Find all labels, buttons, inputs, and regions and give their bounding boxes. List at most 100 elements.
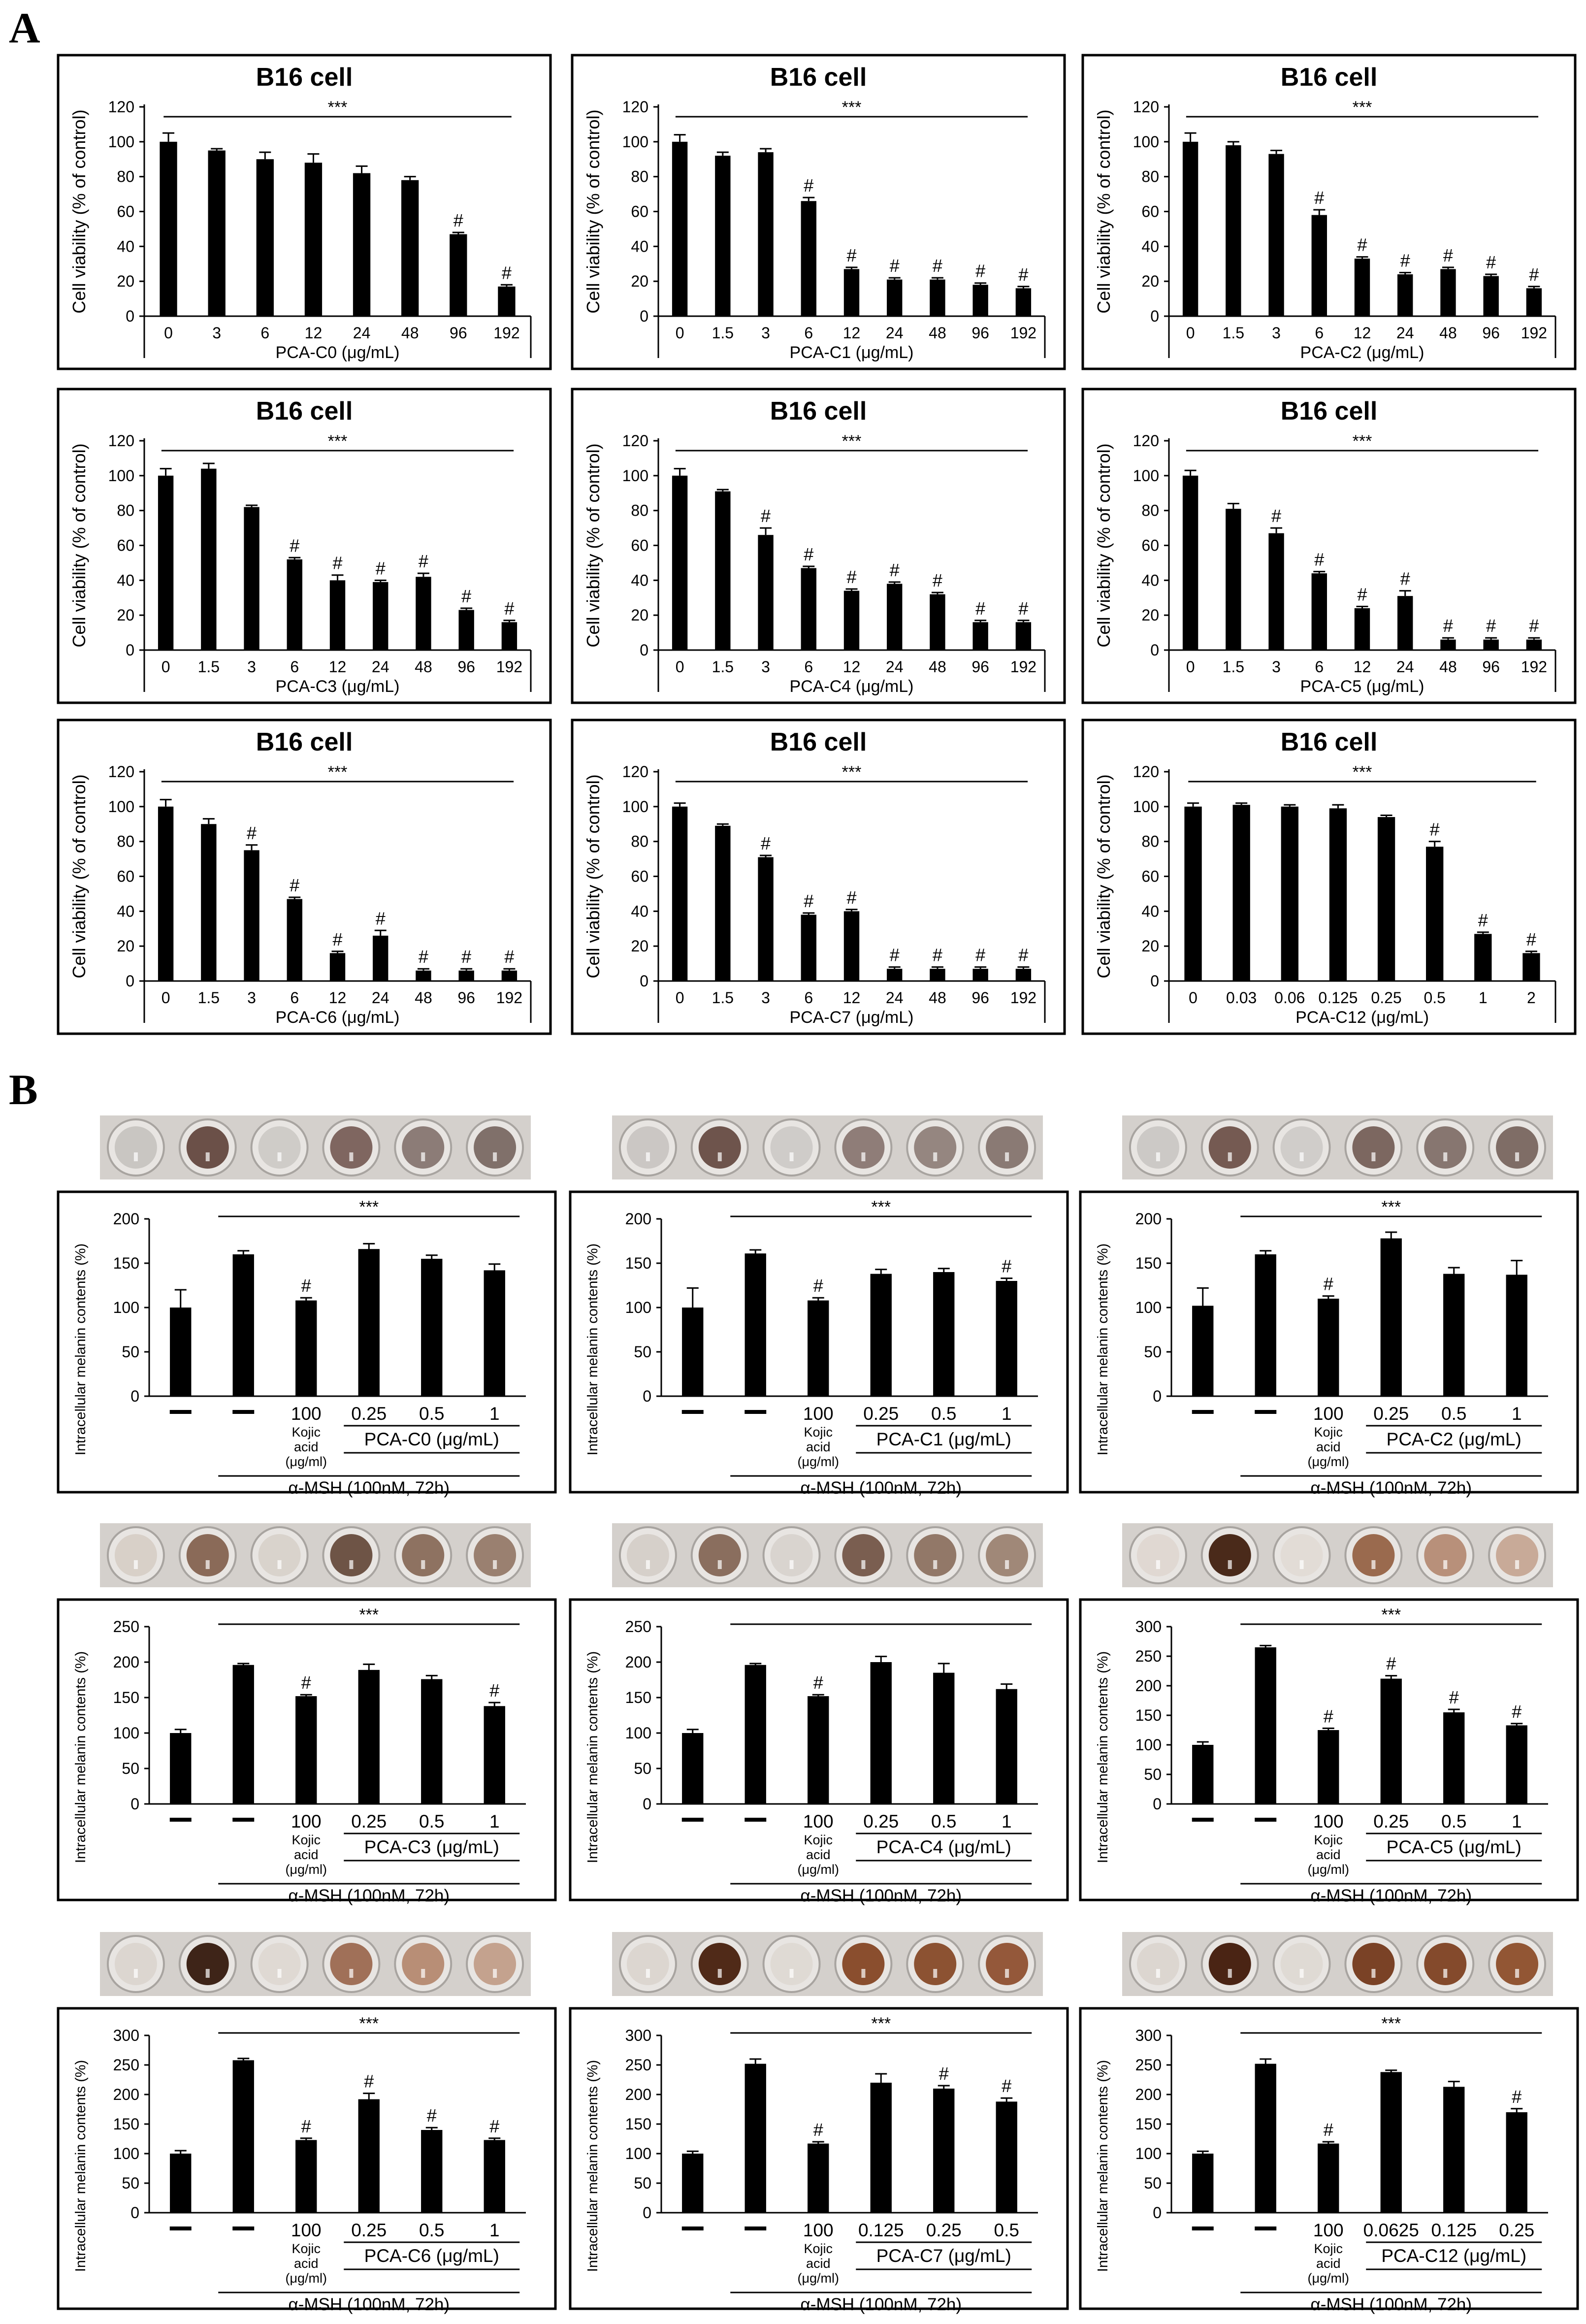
msh-label: α-MSH (100nM, 72h) [800, 1886, 962, 1905]
well-sample [402, 1126, 445, 1169]
x-tick-label: 192 [1521, 658, 1547, 676]
y-tick-label: 40 [117, 902, 134, 920]
bar [1318, 2143, 1339, 2213]
hash-mark: # [1478, 910, 1488, 930]
x-tick-label: 3 [761, 989, 770, 1007]
y-tick-label: 250 [625, 2056, 651, 2074]
bar [801, 568, 816, 650]
x-tick-dash [681, 1818, 704, 1822]
well-sample [330, 1534, 373, 1576]
hash-mark: # [247, 823, 257, 843]
x-tick-label: 0 [1189, 989, 1198, 1007]
x-tick-dash [1255, 1818, 1277, 1822]
bar [715, 491, 731, 650]
x-tick-dash [1192, 1410, 1214, 1414]
hash-mark: # [1002, 2076, 1011, 2096]
x-tick-label: 0.25 [1371, 989, 1401, 1007]
bar [1354, 608, 1370, 650]
y-axis-label: Cell viability (% of control) [69, 443, 89, 647]
x-tick-label: 12 [843, 989, 861, 1007]
y-tick-label: 100 [625, 2145, 651, 2162]
compound-label: PCA-C1 (μg/mL) [876, 1429, 1011, 1449]
hash-mark: # [1400, 250, 1410, 270]
hash-mark: # [813, 1276, 823, 1296]
well-sample [330, 1126, 373, 1169]
kojic-label: (μg/ml) [1307, 1862, 1349, 1877]
well-reflection [1005, 1152, 1009, 1161]
y-tick-label: 60 [1141, 203, 1159, 221]
bar [329, 580, 346, 650]
x-tick-label: 3 [1272, 324, 1281, 342]
hash-mark: # [332, 553, 342, 573]
hash-mark: # [1486, 616, 1496, 636]
well-sample [698, 1534, 741, 1576]
bar [1232, 805, 1250, 981]
hash-mark: # [1526, 929, 1536, 949]
melanin-chart-8: 0 50 100 150 200 250 300 Intracellular melanin … [569, 1932, 1069, 2314]
significance-label: *** [871, 2014, 891, 2033]
bar [1440, 639, 1456, 650]
hash-mark: # [489, 1680, 499, 1701]
y-axis-label: Intracellular melanin contents (%) [585, 2060, 601, 2272]
well-sample [1280, 1943, 1323, 1985]
x-tick-label: 6 [260, 324, 269, 342]
y-tick-label: 40 [631, 902, 648, 920]
x-tick-label: 6 [804, 658, 813, 676]
y-tick-label: 250 [1135, 2056, 1162, 2074]
compound-label: PCA-C4 (μg/mL) [876, 1837, 1011, 1857]
x-tick-label: 0.25 [863, 1404, 899, 1424]
x-tick-dash [681, 2226, 704, 2230]
bar [972, 622, 988, 650]
x-tick-label: 0.03 [1226, 989, 1257, 1007]
hash-mark: # [1529, 264, 1539, 285]
bar [1380, 1678, 1402, 1804]
x-tick-label: 192 [1010, 324, 1036, 342]
x-tick-label: 0.25 [1373, 1811, 1409, 1832]
bar [758, 857, 774, 981]
y-tick-label: 50 [1144, 1766, 1162, 1783]
x-tick-label: 96 [1482, 324, 1500, 342]
x-tick-label: 0 [676, 324, 684, 342]
x-tick-label: 48 [401, 324, 419, 342]
y-tick-label: 80 [631, 168, 648, 186]
chart-frame [571, 54, 1066, 370]
panel-a-label: A [9, 4, 40, 52]
bar [843, 269, 860, 316]
bar [421, 2130, 443, 2213]
bar [1443, 1712, 1465, 1804]
x-tick-label: 0 [162, 989, 170, 1007]
x-tick-dash [169, 1410, 192, 1414]
significance-label: *** [328, 98, 348, 117]
significance-label: *** [1353, 98, 1372, 117]
y-tick-label: 150 [113, 1254, 139, 1272]
melanin-chart-1: 0 50 100 150 200 Intracellular melanin conten… [57, 1115, 557, 1498]
hash-mark: # [376, 558, 386, 578]
well-plate-photo [1122, 1115, 1553, 1179]
x-tick-label: 1.5 [712, 658, 734, 676]
x-tick-label: 0 [162, 658, 170, 676]
y-tick-label: 200 [1135, 1210, 1162, 1228]
x-tick-dash [1192, 1818, 1214, 1822]
x-tick-label: 24 [372, 989, 389, 1007]
y-tick-label: 0 [1150, 641, 1159, 659]
bar [1281, 806, 1298, 981]
x-tick-label: 96 [971, 989, 989, 1007]
bar [672, 141, 688, 316]
well-sample [114, 1943, 157, 1985]
well-reflection [789, 1969, 794, 1978]
well-reflection [717, 1560, 722, 1569]
x-tick-dash [744, 1818, 767, 1822]
y-tick-label: 100 [113, 2145, 139, 2162]
y-tick-label: 200 [113, 2086, 139, 2103]
bar [744, 2063, 766, 2213]
chart-frame [57, 388, 552, 704]
well-sample [474, 1126, 517, 1169]
well-reflection [349, 1560, 354, 1569]
well-reflection [1515, 1152, 1520, 1161]
bar [1015, 969, 1032, 981]
compound-label: PCA-C7 (μg/mL) [876, 2246, 1011, 2266]
y-tick-label: 40 [631, 571, 648, 589]
x-tick-label: 12 [1354, 324, 1371, 342]
y-tick-label: 0 [640, 641, 648, 659]
